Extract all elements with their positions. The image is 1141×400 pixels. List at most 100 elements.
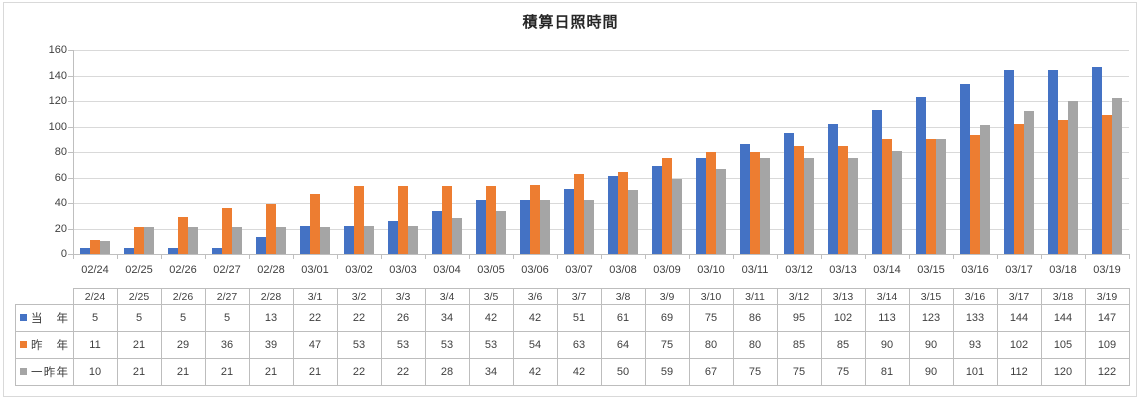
chart-title: 積算日照時間 — [522, 14, 619, 31]
table-cell: 133 — [965, 311, 985, 324]
table-border-v — [117, 288, 118, 386]
table-column-header: 3/8 — [615, 290, 631, 303]
table-cell: 42 — [572, 365, 586, 378]
x-axis-label: 03/04 — [433, 264, 461, 276]
table-column-header: 2/28 — [260, 290, 282, 303]
bar-一昨年-02/24 — [100, 241, 110, 254]
bar-昨年-03/09 — [662, 158, 672, 254]
table-cell: 109 — [1097, 338, 1117, 351]
table-cell: 147 — [1097, 311, 1117, 324]
table-cell: 5 — [91, 311, 99, 324]
table-border-v — [997, 288, 998, 386]
table-cell: 21 — [220, 365, 234, 378]
y-axis-label: 0 — [60, 248, 67, 260]
bar-一昨年-03/08 — [628, 190, 638, 254]
bar-昨年-03/18 — [1058, 120, 1068, 254]
table-cell: 5 — [179, 311, 187, 324]
table-border-v — [909, 288, 910, 386]
bar-一昨年-03/15 — [936, 139, 946, 254]
table-border-v — [15, 304, 16, 386]
bar-当年-03/12 — [784, 133, 794, 254]
table-cell: 112 — [1010, 365, 1028, 378]
series-name: 昨年 — [31, 339, 68, 352]
bar-当年-03/04 — [432, 211, 442, 254]
bar-一昨年-02/25 — [144, 227, 154, 254]
legend-key-icon — [20, 314, 27, 321]
table-border-v — [1129, 288, 1130, 386]
x-axis-tick — [865, 254, 866, 259]
bar-昨年-03/08 — [618, 172, 628, 254]
table-cell: 80 — [748, 338, 762, 351]
table-cell: 53 — [352, 338, 366, 351]
x-axis-tick — [997, 254, 998, 259]
x-axis-tick — [293, 254, 294, 259]
x-axis-tick — [953, 254, 954, 259]
table-column-header: 3/5 — [483, 290, 499, 303]
table-border-v — [601, 288, 602, 386]
table-cell: 50 — [616, 365, 630, 378]
table-border-v — [513, 288, 514, 386]
bar-当年-03/14 — [872, 110, 882, 254]
table-cell: 47 — [308, 338, 322, 351]
y-axis-label: 140 — [48, 70, 67, 82]
bar-昨年-03/02 — [354, 186, 364, 254]
bar-昨年-02/26 — [178, 217, 188, 254]
x-axis-label: 02/24 — [81, 264, 109, 276]
table-column-header: 3/4 — [439, 290, 455, 303]
x-axis-label: 03/12 — [785, 264, 813, 276]
table-column-header: 3/7 — [571, 290, 587, 303]
bar-一昨年-03/19 — [1112, 98, 1122, 254]
y-axis-label: 160 — [48, 44, 67, 56]
bar-一昨年-03/01 — [320, 227, 330, 254]
bar-昨年-03/15 — [926, 139, 936, 254]
x-axis-label: 03/08 — [609, 264, 637, 276]
table-border-h — [15, 331, 1130, 332]
table-cell: 53 — [484, 338, 498, 351]
bar-昨年-03/07 — [574, 174, 584, 254]
y-axis-tick — [68, 76, 73, 77]
table-column-header: 3/10 — [700, 290, 722, 303]
bar-当年-02/28 — [256, 237, 266, 254]
x-axis-tick — [337, 254, 338, 259]
x-axis-label: 03/13 — [829, 264, 857, 276]
x-axis-tick — [557, 254, 558, 259]
table-cell: 21 — [176, 365, 190, 378]
table-cell: 21 — [264, 365, 278, 378]
bar-昨年-03/17 — [1014, 124, 1024, 254]
bar-昨年-02/25 — [134, 227, 144, 254]
bar-一昨年-03/13 — [848, 158, 858, 254]
table-cell: 21 — [132, 365, 146, 378]
bar-当年-03/08 — [608, 176, 618, 254]
bar-一昨年-03/02 — [364, 226, 374, 254]
x-axis-label: 03/05 — [477, 264, 505, 276]
table-cell: 75 — [660, 338, 674, 351]
x-axis-label: 03/14 — [873, 264, 901, 276]
x-axis-label: 02/27 — [213, 264, 241, 276]
x-axis-tick — [73, 254, 74, 259]
chart-area-border — [3, 2, 1137, 397]
table-column-header: 3/11 — [745, 290, 765, 303]
x-axis-tick — [249, 254, 250, 259]
y-axis-tick — [68, 254, 73, 255]
bar-一昨年-03/03 — [408, 226, 418, 254]
table-cell: 144 — [1053, 311, 1073, 324]
x-axis-tick — [1041, 254, 1042, 259]
table-cell: 90 — [924, 338, 938, 351]
bar-昨年-03/19 — [1102, 115, 1112, 254]
table-cell: 13 — [264, 311, 278, 324]
table-cell: 36 — [220, 338, 234, 351]
bar-当年-03/06 — [520, 200, 530, 254]
table-cell: 29 — [176, 338, 190, 351]
y-axis-label: 60 — [54, 172, 67, 184]
bar-一昨年-03/06 — [540, 200, 550, 254]
bar-当年-02/26 — [168, 248, 178, 254]
bar-一昨年-02/28 — [276, 227, 286, 254]
x-axis-label: 03/09 — [653, 264, 681, 276]
table-row-header: 昨年 — [16, 331, 73, 358]
table-cell: 53 — [396, 338, 410, 351]
table-column-header: 3/16 — [964, 290, 986, 303]
x-axis-tick — [733, 254, 734, 259]
table-cell: 51 — [572, 311, 586, 324]
bar-当年-03/19 — [1092, 67, 1102, 254]
x-axis-label: 03/03 — [389, 264, 417, 276]
